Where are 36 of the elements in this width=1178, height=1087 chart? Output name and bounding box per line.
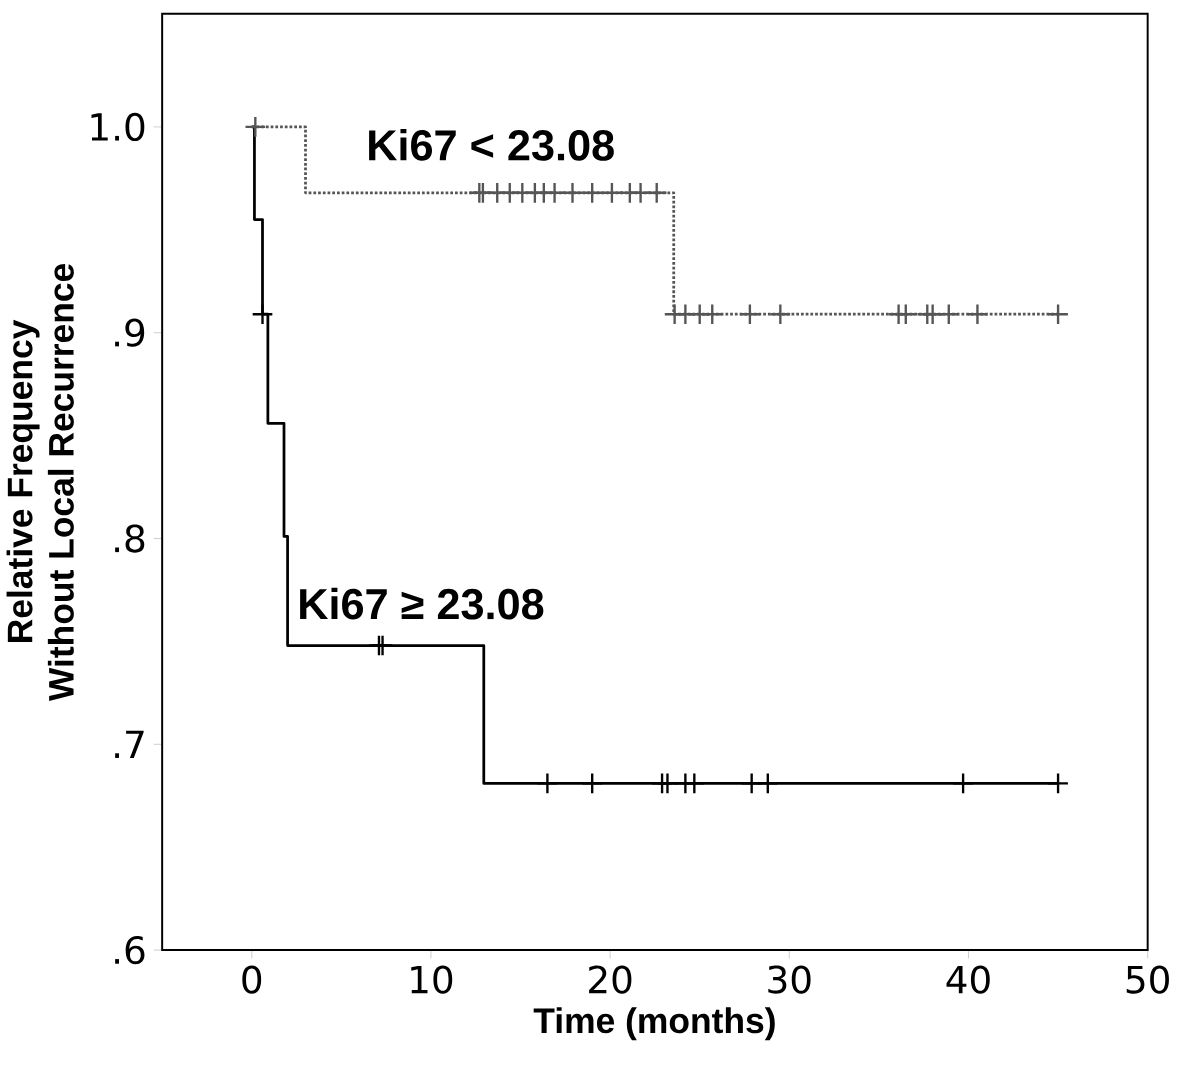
y-tick-label: .8 (115, 524, 145, 553)
y-tick-label: 1.0 (91, 112, 145, 142)
x-axis-title: Time (months) (533, 1007, 775, 1041)
y-tick-label: .7 (115, 730, 144, 759)
annotation: Ki67 ≥ 23.08 (300, 587, 544, 620)
point (756, 772, 779, 795)
point (952, 772, 975, 795)
point (1047, 772, 1070, 795)
x-tick-label: 40 (946, 965, 990, 994)
point (536, 772, 559, 795)
point (701, 303, 724, 326)
point (244, 116, 267, 139)
point (543, 181, 566, 204)
point (656, 772, 679, 795)
x-tick-label: 10 (411, 965, 453, 994)
x-tick-label: 0 (242, 965, 262, 994)
point (251, 303, 274, 326)
point (894, 303, 917, 326)
x-tick-label: 20 (589, 965, 632, 994)
point (600, 181, 623, 204)
point (769, 303, 792, 326)
x-tick-label: 50 (1126, 965, 1169, 994)
point (738, 303, 761, 326)
point (581, 181, 604, 204)
point (683, 772, 706, 795)
y-tick-label: .6 (115, 936, 145, 965)
x-tick-label: 30 (768, 965, 811, 994)
point (561, 181, 584, 204)
point (581, 772, 604, 795)
annotation: Ki67 < 23.08 (369, 129, 614, 161)
y-axis-title: Relative Frequency Without Local Recurrence (6, 264, 74, 702)
point (1047, 303, 1070, 326)
y-tick-label: .9 (115, 318, 145, 347)
point (937, 303, 960, 326)
point (966, 303, 989, 326)
point (645, 181, 668, 204)
